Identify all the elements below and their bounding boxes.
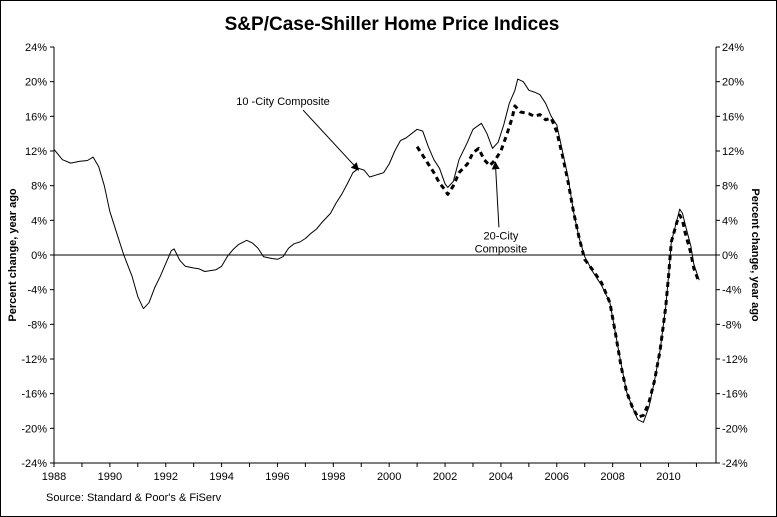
right-y-tick-label: 0% [722, 250, 738, 262]
left-y-tick-label: 16% [25, 111, 47, 123]
annotation-ten-city-label-arrow [302, 109, 360, 171]
annotation-twenty-city-label-arrow [491, 161, 500, 228]
left-y-tick-label: 24% [25, 42, 47, 54]
left-y-tick-label: -24% [21, 458, 47, 470]
annotation-twenty-city-label-text: 20-City [483, 230, 518, 242]
right-y-tick-label: 24% [722, 42, 744, 54]
left-axis-label: Percent change, year ago [7, 188, 19, 322]
right-y-tick-label: 20% [722, 77, 744, 89]
left-y-tick-label: 12% [25, 146, 47, 158]
chart-title: S&P/Case-Shiller Home Price Indices [225, 14, 560, 35]
left-y-tick-label: -20% [21, 423, 47, 435]
right-y-tick-label: 4% [722, 215, 738, 227]
x-tick-label: 2008 [600, 471, 624, 483]
source-note: Source: Standard & Poor's & FiServ [46, 492, 222, 504]
left-y-tick-label: -16% [21, 389, 47, 401]
right-y-tick-label: -4% [722, 285, 742, 297]
x-tick-label: 1988 [42, 471, 66, 483]
annotation-twenty-city-label-text: Composite [475, 243, 528, 255]
x-tick-label: 1994 [209, 471, 233, 483]
x-tick-label: 2004 [489, 471, 513, 483]
x-tick-label: 1998 [321, 471, 345, 483]
x-tick-label: 2000 [377, 471, 401, 483]
right-y-tick-label: 12% [722, 146, 744, 158]
plot-area: -24% -24% -20% -20% -16% -16% -12% -12% -8% -8% -4… [21, 42, 748, 483]
left-y-tick-label: -12% [21, 354, 47, 366]
series-twenty-city-line [415, 104, 701, 419]
right-y-tick-label: -24% [722, 458, 748, 470]
right-y-tick-label: 16% [722, 111, 744, 123]
left-y-tick-label: -8% [27, 319, 47, 331]
left-y-tick-label: 0% [31, 250, 47, 262]
right-axis-label: Percent change, year ago [749, 188, 761, 322]
series-ten-city-line [53, 78, 700, 423]
x-tick-label: 2010 [656, 471, 680, 483]
x-tick-label: 1992 [153, 471, 177, 483]
right-y-tick-label: 8% [722, 181, 738, 193]
left-y-tick-label: 8% [31, 181, 47, 193]
left-y-tick-label: 20% [25, 77, 47, 89]
right-y-tick-label: -16% [722, 389, 748, 401]
right-y-tick-label: -8% [722, 319, 742, 331]
x-tick-label: 1996 [265, 471, 289, 483]
left-y-tick-label: 4% [31, 215, 47, 227]
annotation-ten-city-label-text: 10 -City Composite [236, 96, 330, 108]
x-tick-label: 2002 [433, 471, 457, 483]
right-y-tick-label: -20% [722, 423, 748, 435]
x-tick-label: 2006 [545, 471, 569, 483]
right-y-tick-label: -12% [722, 354, 748, 366]
x-tick-label: 1990 [98, 471, 122, 483]
left-y-tick-label: -4% [27, 285, 47, 297]
